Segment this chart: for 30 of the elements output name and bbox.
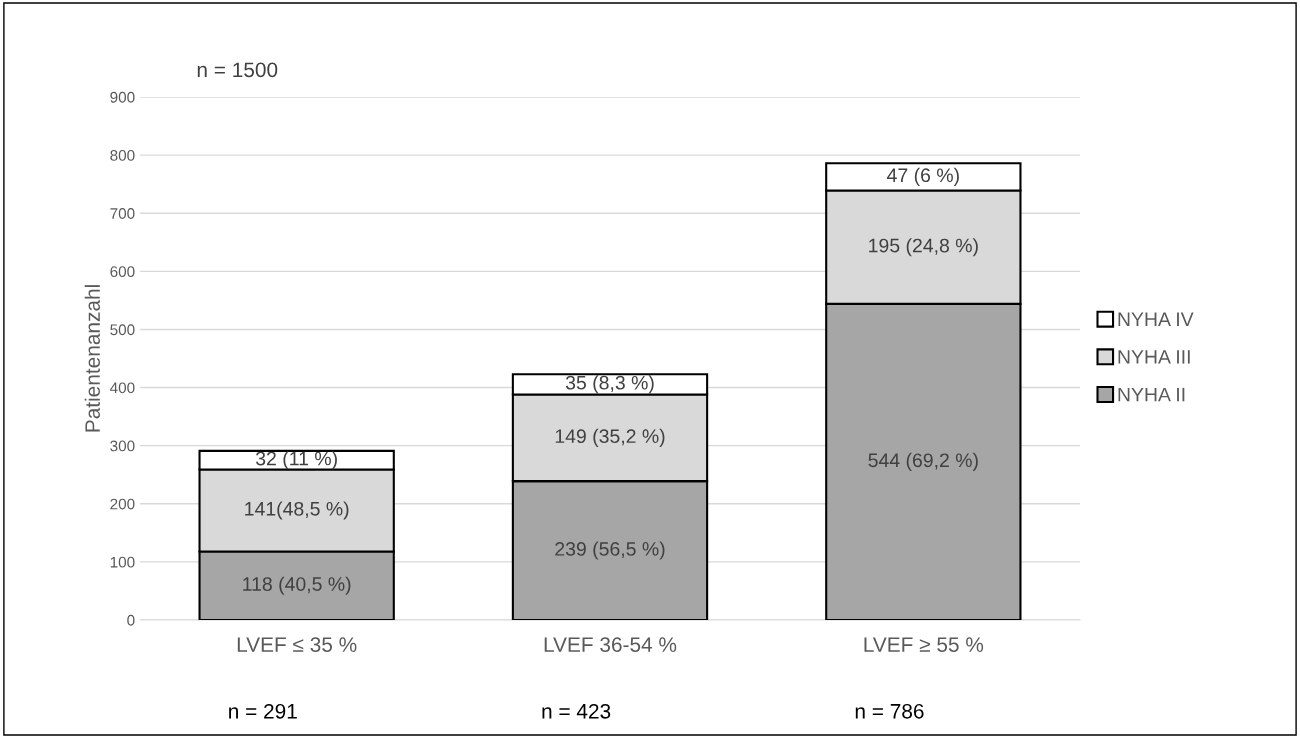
- x-tick-label: LVEF ≥ 55 %: [864, 637, 984, 652]
- text: n = 291: [229, 703, 297, 719]
- y-tick-label: 600: [110, 266, 135, 278]
- y-tick-label: 0: [127, 614, 135, 626]
- data-label: 35 (8,3 %): [565, 375, 654, 394]
- y-tick-label: 500: [110, 324, 135, 336]
- y-tick-label: 900: [110, 91, 135, 103]
- data-label: 141(48,5 %): [245, 501, 349, 520]
- data-label: 118 (40,5 %): [243, 576, 351, 595]
- data-label: 47 (6 %): [887, 167, 959, 186]
- text: n = 423: [542, 703, 611, 719]
- data-label: 32 (11 %): [255, 451, 337, 470]
- legend-label: NYHA II: [1118, 387, 1185, 402]
- y-tick-label: 100: [110, 556, 135, 568]
- x-tick-label: LVEF 36-54 %: [544, 637, 677, 652]
- y-axis-title: Patientenanzahl: [84, 285, 100, 432]
- text: n = 1500: [197, 62, 278, 78]
- data-label: 239 (56,5 %): [555, 541, 665, 560]
- y-tick-label: 800: [110, 149, 135, 161]
- text: n = 786: [855, 703, 924, 719]
- data-label: 544 (69,2 %): [868, 452, 978, 471]
- y-tick-label: 300: [110, 440, 135, 452]
- y-tick-label: 400: [110, 382, 135, 394]
- data-label: 149 (35,2 %): [555, 428, 665, 447]
- x-tick-label: LVEF ≤ 35 %: [237, 637, 357, 652]
- legend-label: NYHA III: [1118, 350, 1190, 364]
- y-tick-label: 700: [110, 208, 135, 219]
- data-label: 195 (24,8 %): [869, 238, 978, 257]
- y-tick-label: 200: [110, 498, 135, 510]
- legend-label: NYHA IV: [1118, 312, 1194, 326]
